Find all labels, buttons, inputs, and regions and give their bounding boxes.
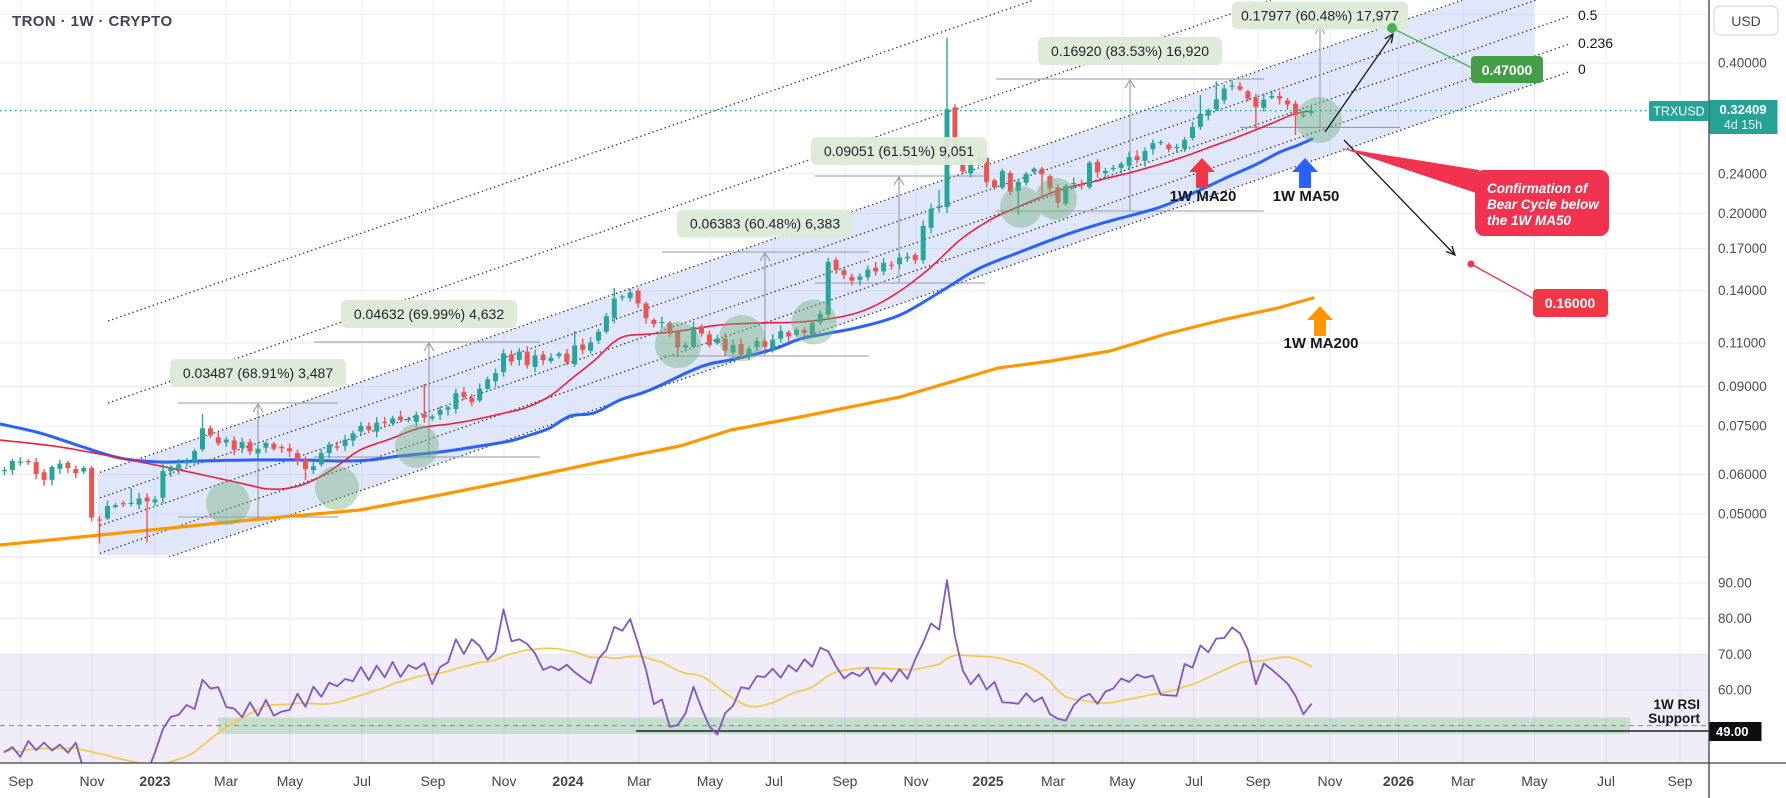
svg-text:Sep: Sep [421,773,446,789]
svg-text:May: May [277,773,303,789]
svg-text:0.16000: 0.16000 [1545,295,1596,311]
svg-text:2023: 2023 [139,773,170,789]
svg-text:Nov: Nov [492,773,517,789]
svg-text:0.11000: 0.11000 [1718,336,1766,351]
svg-text:Sep: Sep [833,773,858,789]
svg-text:0.14000: 0.14000 [1718,283,1767,298]
svg-text:70.00: 70.00 [1718,647,1752,662]
svg-text:1W RSI: 1W RSI [1653,697,1700,712]
svg-text:0.16920 (83.53%) 16,920: 0.16920 (83.53%) 16,920 [1051,43,1209,59]
svg-text:0.04632 (69.99%) 4,632: 0.04632 (69.99%) 4,632 [354,306,504,322]
svg-text:Mar: Mar [214,773,238,789]
svg-text:0.05000: 0.05000 [1718,507,1767,522]
svg-text:0.09051 (61.51%) 9,051: 0.09051 (61.51%) 9,051 [824,143,974,159]
svg-text:0.03487 (68.91%) 3,487: 0.03487 (68.91%) 3,487 [183,365,333,381]
svg-text:Sep: Sep [1246,773,1271,789]
svg-text:TRXUSD: TRXUSD [1653,105,1704,119]
svg-text:Jul: Jul [1185,773,1203,789]
svg-text:0.236: 0.236 [1578,35,1613,51]
svg-text:Nov: Nov [904,773,929,789]
svg-text:0.47000: 0.47000 [1482,62,1533,78]
svg-text:Jul: Jul [353,773,371,789]
svg-text:Jul: Jul [1597,773,1615,789]
svg-text:90.00: 90.00 [1718,576,1752,591]
svg-text:0.32409: 0.32409 [1720,102,1767,117]
svg-text:0.5: 0.5 [1578,7,1598,23]
svg-text:Sep: Sep [9,773,34,789]
svg-text:Mar: Mar [627,773,651,789]
svg-text:the 1W MA50: the 1W MA50 [1487,213,1572,228]
svg-text:Jul: Jul [765,773,783,789]
svg-text:1W MA50: 1W MA50 [1273,188,1340,205]
svg-text:Sep: Sep [1668,773,1693,789]
svg-text:2026: 2026 [1383,773,1414,789]
svg-text:0.07500: 0.07500 [1718,419,1767,434]
svg-text:4d 15h: 4d 15h [1724,118,1762,132]
svg-text:Nov: Nov [80,773,105,789]
svg-text:0.40000: 0.40000 [1718,56,1767,71]
svg-text:0.06000: 0.06000 [1718,467,1767,482]
svg-text:Nov: Nov [1318,773,1343,789]
svg-text:Bear Cycle below: Bear Cycle below [1487,197,1600,212]
svg-text:TRON · 1W · CRYPTO: TRON · 1W · CRYPTO [12,13,173,30]
svg-text:0: 0 [1578,61,1586,77]
svg-text:80.00: 80.00 [1718,611,1752,626]
svg-text:0.17000: 0.17000 [1718,241,1767,256]
svg-text:Mar: Mar [1041,773,1065,789]
svg-text:0.06383 (60.48%) 6,383: 0.06383 (60.48%) 6,383 [690,216,840,232]
svg-text:Confirmation of: Confirmation of [1487,181,1589,196]
svg-text:1W MA20: 1W MA20 [1170,188,1237,205]
svg-text:49.00: 49.00 [1716,724,1749,739]
svg-text:May: May [1109,773,1135,789]
svg-text:Mar: Mar [1451,773,1475,789]
svg-text:May: May [1521,773,1547,789]
svg-text:May: May [697,773,723,789]
svg-text:2024: 2024 [552,773,583,789]
svg-text:0.20000: 0.20000 [1718,206,1767,221]
svg-text:0.17977 (60.48%) 17,977: 0.17977 (60.48%) 17,977 [1241,8,1399,24]
svg-text:USD: USD [1731,13,1761,29]
svg-text:1W MA200: 1W MA200 [1283,335,1358,352]
svg-text:Support: Support [1648,711,1700,726]
svg-text:0.09000: 0.09000 [1718,379,1767,394]
svg-text:0.24000: 0.24000 [1718,166,1767,181]
svg-text:60.00: 60.00 [1718,683,1752,698]
svg-text:2025: 2025 [972,773,1003,789]
